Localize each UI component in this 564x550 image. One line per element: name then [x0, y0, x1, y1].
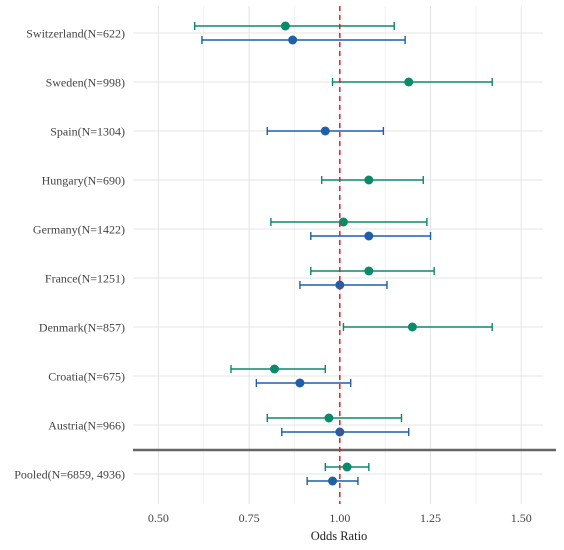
y-tick-label: Germany(N=1422) [33, 223, 125, 237]
y-tick-label: Hungary(N=690) [42, 174, 125, 188]
x-tick-label: 1.00 [329, 511, 350, 525]
y-tick-label: France(N=1251) [45, 272, 125, 286]
x-tick-label: 0.50 [148, 511, 169, 525]
y-tick-label: Switzerland(N=622) [26, 27, 125, 41]
x-axis-labels: 0.50 0.75 1.00 1.25 1.50 [148, 511, 532, 525]
y-tick-label: Sweden(N=998) [46, 76, 125, 90]
point-estimate [324, 413, 334, 423]
point-estimate [338, 217, 348, 227]
point-estimate [320, 126, 330, 136]
x-tick-label: 0.75 [239, 511, 260, 525]
series-marks [193, 21, 493, 486]
x-tick-label: 1.25 [420, 511, 441, 525]
x-tick-label: 1.50 [511, 511, 532, 525]
point-estimate [364, 266, 374, 276]
point-estimate [288, 35, 298, 45]
point-estimate [364, 231, 374, 241]
point-estimate [407, 322, 417, 332]
point-estimate [280, 21, 290, 31]
x-axis-title: Odds Ratio [311, 529, 368, 543]
y-tick-label: Denmark(N=857) [39, 321, 125, 335]
y-tick-label: Austria(N=966) [48, 419, 125, 433]
point-estimate [342, 462, 352, 472]
y-tick-label: Spain(N=1304) [50, 125, 125, 139]
point-estimate [328, 476, 338, 486]
y-tick-label: Croatia(N=675) [48, 370, 125, 384]
point-estimate [295, 378, 305, 388]
point-estimate [270, 364, 280, 374]
point-estimate [404, 77, 414, 87]
point-estimate [364, 175, 374, 185]
y-tick-label: Pooled(N=6859, 4936) [14, 468, 125, 482]
y-axis-labels: Switzerland(N=622) Sweden(N=998) Spain(N=1… [14, 27, 125, 482]
